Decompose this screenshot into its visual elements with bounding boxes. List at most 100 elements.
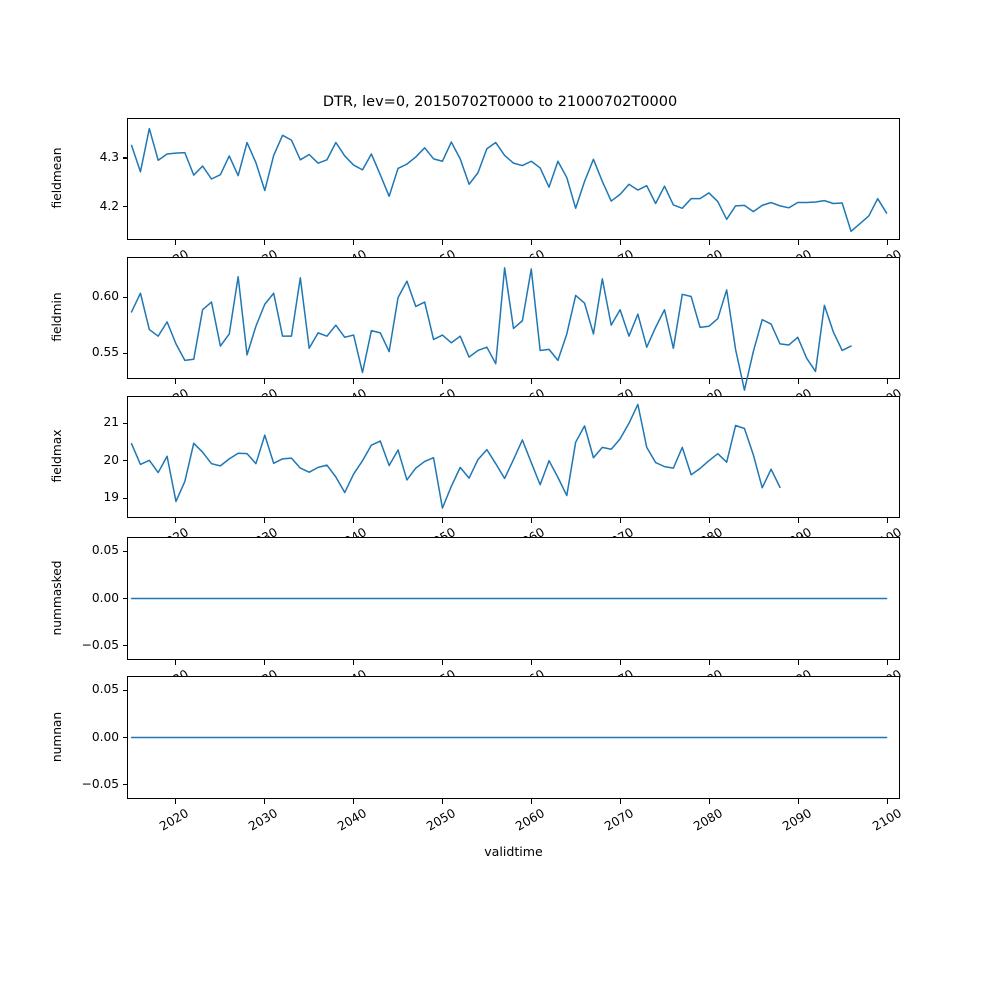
x-tick-label: 2030: [246, 806, 281, 834]
x-tick-mark: [352, 240, 354, 245]
x-tick-mark: [352, 799, 354, 804]
plot-panel-fieldmean: [127, 118, 900, 240]
x-tick-label: 2070: [602, 806, 637, 834]
x-tick-mark: [352, 660, 354, 665]
y-tick-label: 20: [103, 452, 119, 467]
x-tick-mark: [708, 660, 710, 665]
x-tick-mark: [797, 799, 800, 804]
figure-title: DTR, lev=0, 20150702T0000 to 21000702T00…: [322, 94, 678, 110]
y-tick-mark: [122, 736, 127, 739]
x-tick-mark: [530, 660, 532, 665]
series-plot-area: [128, 538, 899, 659]
y-tick-label: 0.60: [91, 289, 119, 304]
plot-panel-nummasked: [127, 537, 900, 660]
x-tick-mark: [530, 799, 532, 804]
x-tick-mark: [441, 379, 443, 384]
y-tick-label: −0.05: [81, 637, 119, 652]
y-tick-label: 4.2: [99, 198, 119, 213]
x-tick-mark: [886, 379, 889, 384]
y-tick-label: 0.00: [91, 729, 119, 744]
x-tick-mark: [263, 799, 265, 804]
x-tick-mark: [886, 660, 889, 665]
x-tick-mark: [441, 518, 443, 523]
x-tick-mark: [708, 799, 710, 804]
plot-panel-fieldmax: [127, 396, 900, 518]
x-tick-mark: [530, 240, 532, 245]
x-tick-mark: [530, 379, 532, 384]
x-tick-mark: [619, 660, 621, 665]
x-tick-mark: [797, 660, 800, 665]
x-tick-label: 2100: [869, 806, 904, 834]
x-tick-mark: [797, 518, 800, 523]
x-axis-label: validtime: [484, 844, 543, 859]
data-line-fieldmean: [132, 129, 887, 232]
x-tick-mark: [530, 518, 532, 523]
x-tick-mark: [263, 240, 265, 245]
y-tick-label: 19: [103, 490, 119, 505]
y-tick-label: 0.05: [91, 682, 119, 697]
x-tick-mark: [708, 240, 710, 245]
y-tick-mark: [122, 784, 127, 786]
x-tick-label: 2050: [424, 806, 459, 834]
y-tick-label: 4.3: [99, 150, 119, 165]
x-tick-mark: [886, 518, 889, 523]
series-plot-area: [128, 258, 899, 378]
y-tick-mark: [122, 157, 127, 159]
y-axis-label-fieldmax: fieldmax: [50, 429, 64, 483]
y-tick-mark: [122, 296, 127, 298]
x-tick-mark: [174, 799, 176, 804]
y-axis-label-fieldmin: fieldmin: [50, 292, 64, 342]
x-tick-mark: [886, 240, 889, 245]
y-tick-mark: [122, 352, 127, 354]
x-tick-label: 2040: [335, 806, 370, 834]
x-tick-mark: [441, 799, 443, 804]
x-tick-mark: [263, 660, 265, 665]
plot-panel-fieldmin: [127, 257, 900, 379]
y-tick-label: 0.00: [91, 590, 119, 605]
y-tick-label: −0.05: [81, 776, 119, 791]
y-axis-label-numnan: numnan: [50, 711, 64, 762]
x-tick-label: 2060: [513, 806, 548, 834]
x-tick-mark: [886, 799, 889, 804]
x-tick-mark: [441, 240, 443, 245]
series-plot-area: [128, 677, 899, 798]
x-tick-mark: [174, 379, 176, 384]
plot-panel-numnan: [127, 676, 900, 799]
y-tick-mark: [122, 497, 127, 499]
x-tick-mark: [441, 660, 443, 665]
y-tick-mark: [122, 689, 127, 691]
x-tick-mark: [619, 379, 621, 384]
x-tick-label: 2020: [157, 806, 192, 834]
y-tick-label: 0.55: [91, 345, 119, 360]
data-line-fieldmax: [132, 404, 780, 508]
x-tick-mark: [619, 799, 621, 804]
x-tick-mark: [619, 240, 621, 245]
y-tick-label: 0.05: [91, 543, 119, 558]
x-tick-mark: [352, 518, 354, 523]
x-tick-mark: [708, 379, 710, 384]
y-axis-label-fieldmean: fieldmean: [50, 147, 64, 209]
x-tick-mark: [263, 379, 265, 384]
x-tick-mark: [352, 379, 354, 384]
x-tick-label: 2080: [691, 806, 726, 834]
x-tick-mark: [619, 518, 621, 523]
x-tick-mark: [797, 240, 800, 245]
y-tick-mark: [122, 460, 127, 462]
x-tick-mark: [174, 660, 176, 665]
x-tick-mark: [174, 518, 176, 523]
x-tick-mark: [263, 518, 265, 523]
y-tick-mark: [122, 597, 127, 600]
x-tick-mark: [708, 518, 710, 523]
x-tick-mark: [174, 240, 176, 245]
x-tick-label: 2090: [780, 806, 815, 834]
series-plot-area: [128, 397, 899, 517]
y-axis-label-nummasked: nummasked: [50, 560, 64, 635]
y-tick-mark: [122, 422, 127, 424]
data-line-fieldmin: [132, 268, 851, 390]
y-tick-mark: [122, 645, 127, 647]
series-plot-area: [128, 119, 899, 239]
y-tick-mark: [122, 550, 127, 552]
x-tick-mark: [797, 379, 800, 384]
y-tick-label: 21: [103, 415, 119, 430]
